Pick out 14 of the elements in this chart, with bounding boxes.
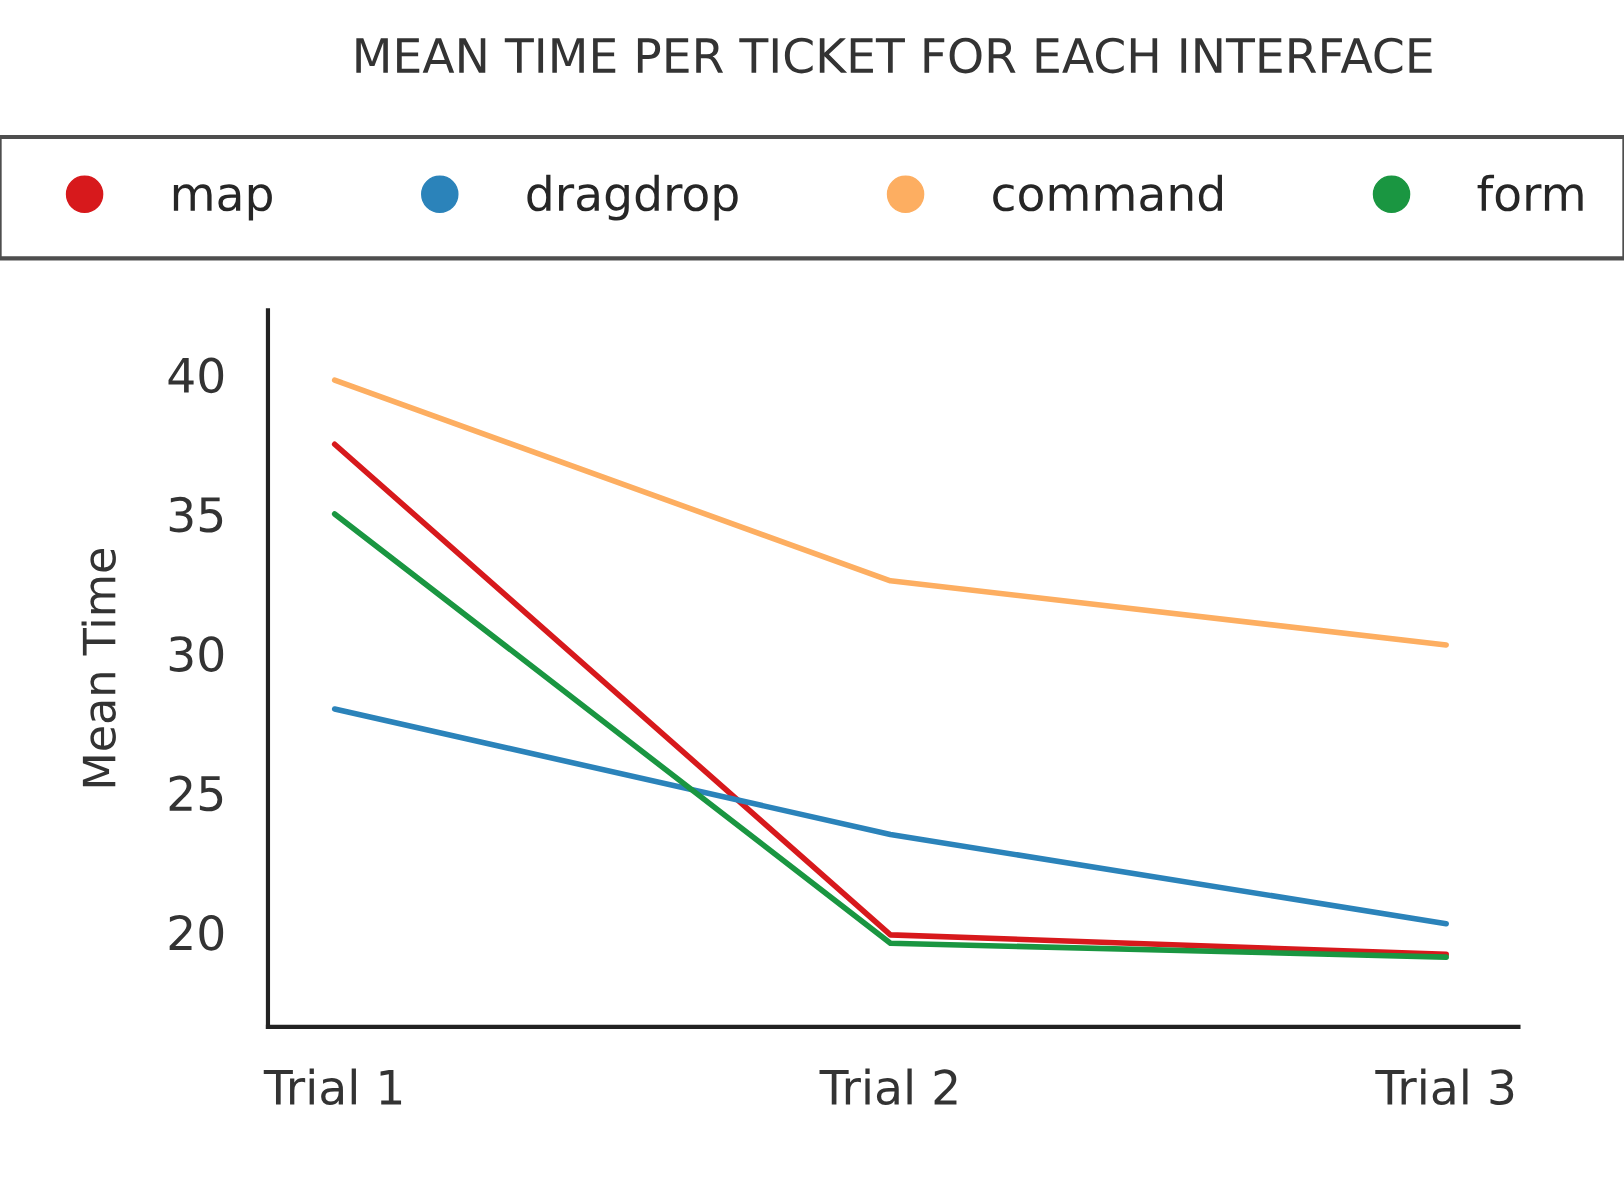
x-tick-label: Trial 2	[819, 1068, 957, 1106]
legend-label: map	[173, 184, 272, 221]
legend-label: dragdrop	[527, 174, 738, 221]
legend-label: command	[993, 174, 1222, 212]
x-tick-label: Trial 3	[1375, 1068, 1514, 1106]
y-axis-title: Mean Time	[81, 549, 116, 787]
chart-title: MEAN TIME PER TICKET FOR EACH INTERFACE	[356, 37, 1432, 74]
y-tick-label: 35	[169, 496, 223, 533]
y-tick-label: 25	[169, 775, 223, 812]
y-tick-label: 30	[169, 636, 224, 672]
y-tick-label: 20	[169, 914, 224, 951]
y-tick-label: 40	[168, 357, 224, 394]
x-tick-label: Trial 1	[263, 1068, 402, 1106]
legend-label: form	[1477, 174, 1583, 212]
